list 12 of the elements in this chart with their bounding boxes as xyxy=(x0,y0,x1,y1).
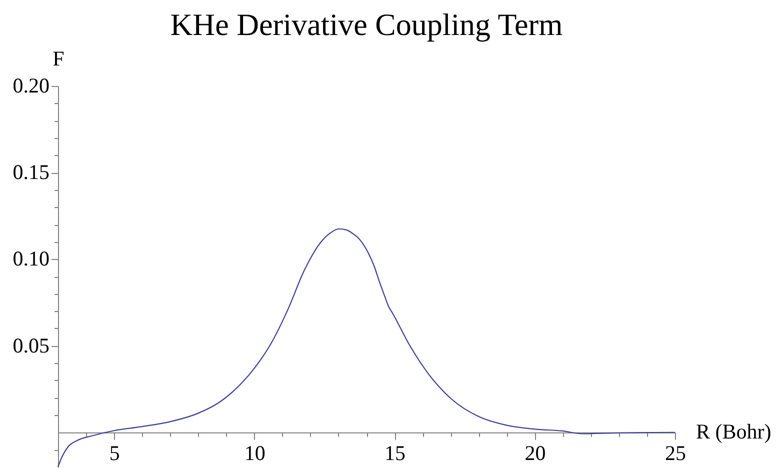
x-tick-label: 15 xyxy=(384,440,406,465)
x-tick-label: 10 xyxy=(244,440,266,465)
y-axis-title: F xyxy=(52,46,64,70)
x-tick-label: 5 xyxy=(109,440,120,465)
x-tick-label: 25 xyxy=(665,440,686,465)
y-tick-label: 0.15 xyxy=(12,160,50,184)
y-tick-label: 0.10 xyxy=(12,246,50,271)
chart-title: KHe Derivative Coupling Term xyxy=(170,7,563,42)
y-tick-label: 0.20 xyxy=(12,74,50,98)
y-tick-label: 0.05 xyxy=(12,333,50,358)
x-tick-label: 20 xyxy=(524,440,546,465)
x-axis-title: R (Bohr) xyxy=(696,419,772,444)
